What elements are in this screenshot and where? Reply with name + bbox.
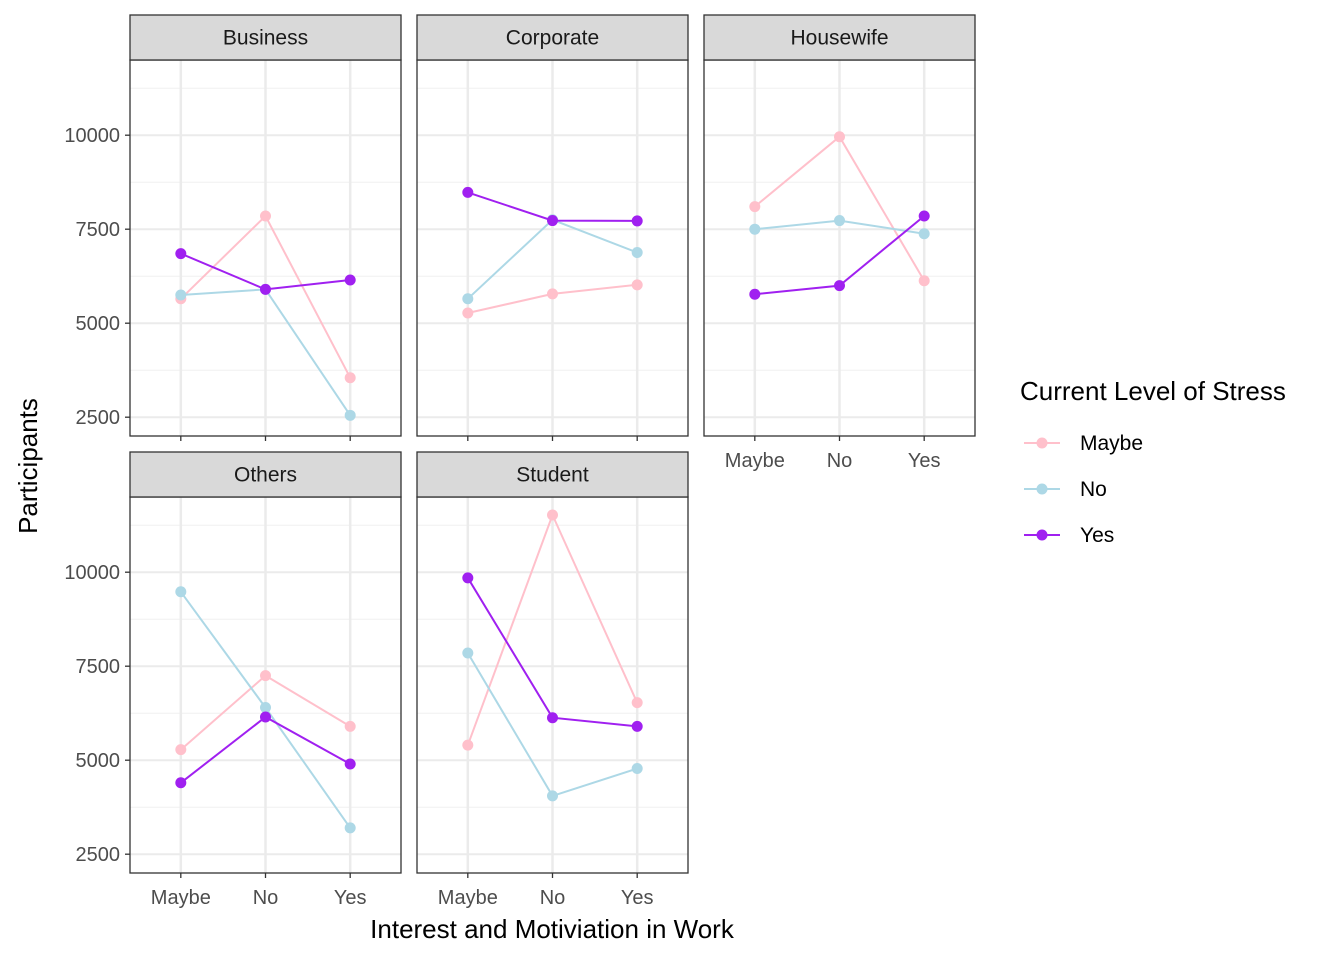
data-point-yes xyxy=(918,210,930,222)
data-point-yes xyxy=(547,215,558,227)
data-point-yes xyxy=(260,283,271,295)
y-tick-label: 7500 xyxy=(76,219,121,241)
data-point-maybe xyxy=(749,201,761,213)
data-point-yes xyxy=(175,248,187,260)
y-tick-label: 10000 xyxy=(64,125,120,147)
data-point-no xyxy=(175,586,187,598)
data-point-yes xyxy=(834,280,845,292)
data-point-maybe xyxy=(344,720,356,732)
x-tick-label: No xyxy=(540,887,566,909)
legend-key-point xyxy=(1036,437,1048,449)
y-tick-label: 2500 xyxy=(76,844,121,866)
y-tick-label: 5000 xyxy=(76,750,121,772)
data-point-yes xyxy=(260,711,271,723)
legend-items: Maybe No Yes xyxy=(1024,432,1143,547)
data-point-yes xyxy=(344,758,356,770)
data-point-maybe xyxy=(547,288,558,300)
data-point-no xyxy=(749,223,761,235)
data-point-no xyxy=(344,409,356,421)
data-point-no xyxy=(631,762,643,774)
x-tick-label: No xyxy=(827,450,853,472)
x-tick-label: Yes xyxy=(908,450,941,472)
data-point-maybe xyxy=(260,210,271,222)
panel-corporate: Corporate xyxy=(416,14,689,441)
legend-label-maybe: Maybe xyxy=(1080,432,1143,455)
legend-label-no: No xyxy=(1080,478,1107,501)
data-point-maybe xyxy=(547,509,558,521)
data-point-yes xyxy=(631,215,643,227)
x-axis-title: Interest and Motiviation in Work xyxy=(370,914,735,944)
panel-others: Others 2500 5000 7500 10000 Maybe No Yes xyxy=(64,451,402,909)
panel-student: Student Maybe No Yes xyxy=(416,451,689,909)
x-tick-label: Maybe xyxy=(151,887,211,909)
data-point-no xyxy=(547,790,558,802)
panels: Business 2500 5000 7500 10000 Corporate Housew… xyxy=(64,14,976,909)
data-point-maybe xyxy=(175,744,187,756)
x-tick-label: No xyxy=(253,887,279,909)
x-tick-label: Maybe xyxy=(438,887,498,909)
data-point-maybe xyxy=(834,131,845,143)
data-point-maybe xyxy=(631,279,643,291)
panel-housewife: Housewife Maybe No Yes xyxy=(703,14,976,472)
strip-background xyxy=(129,451,402,498)
x-tick-label: Maybe xyxy=(725,450,785,472)
data-point-yes xyxy=(175,777,187,789)
data-point-yes xyxy=(344,274,356,286)
y-tick-label: 7500 xyxy=(76,656,121,678)
data-point-yes xyxy=(462,572,474,584)
strip-label: Others xyxy=(234,464,297,487)
data-point-maybe xyxy=(462,307,474,319)
data-point-maybe xyxy=(631,697,643,709)
legend: Current Level of Stress Maybe No Yes xyxy=(1020,376,1286,547)
data-point-no xyxy=(631,247,643,259)
strip-label: Business xyxy=(223,27,308,50)
data-point-no xyxy=(834,215,845,227)
legend-key-point xyxy=(1036,483,1048,495)
strip-background xyxy=(703,14,976,61)
data-point-yes xyxy=(462,186,474,198)
data-point-no xyxy=(260,702,271,714)
legend-label-yes: Yes xyxy=(1080,524,1114,547)
panel-business: Business 2500 5000 7500 10000 xyxy=(64,14,402,441)
data-point-maybe xyxy=(918,275,930,287)
y-tick-label: 5000 xyxy=(76,313,121,335)
data-point-no xyxy=(175,289,187,301)
strip-background xyxy=(416,14,689,61)
x-tick-label: Yes xyxy=(334,887,367,909)
data-point-maybe xyxy=(462,739,474,751)
data-point-maybe xyxy=(260,670,271,682)
legend-key-point xyxy=(1036,529,1048,541)
y-tick-label: 2500 xyxy=(76,407,121,429)
data-point-no xyxy=(462,647,474,659)
data-point-no xyxy=(918,228,930,240)
data-point-yes xyxy=(631,720,643,732)
strip-background xyxy=(416,451,689,498)
strip-background xyxy=(129,14,402,61)
data-point-no xyxy=(462,293,474,305)
legend-title: Current Level of Stress xyxy=(1020,376,1286,406)
data-point-yes xyxy=(547,712,558,724)
strip-label: Corporate xyxy=(506,27,599,50)
strip-label: Student xyxy=(516,464,589,487)
data-point-no xyxy=(344,822,356,834)
data-point-yes xyxy=(749,288,761,300)
y-tick-label: 10000 xyxy=(64,562,120,584)
y-axis-title: Participants xyxy=(13,398,43,534)
x-tick-label: Yes xyxy=(621,887,654,909)
strip-label: Housewife xyxy=(790,27,888,50)
data-point-maybe xyxy=(344,372,356,384)
